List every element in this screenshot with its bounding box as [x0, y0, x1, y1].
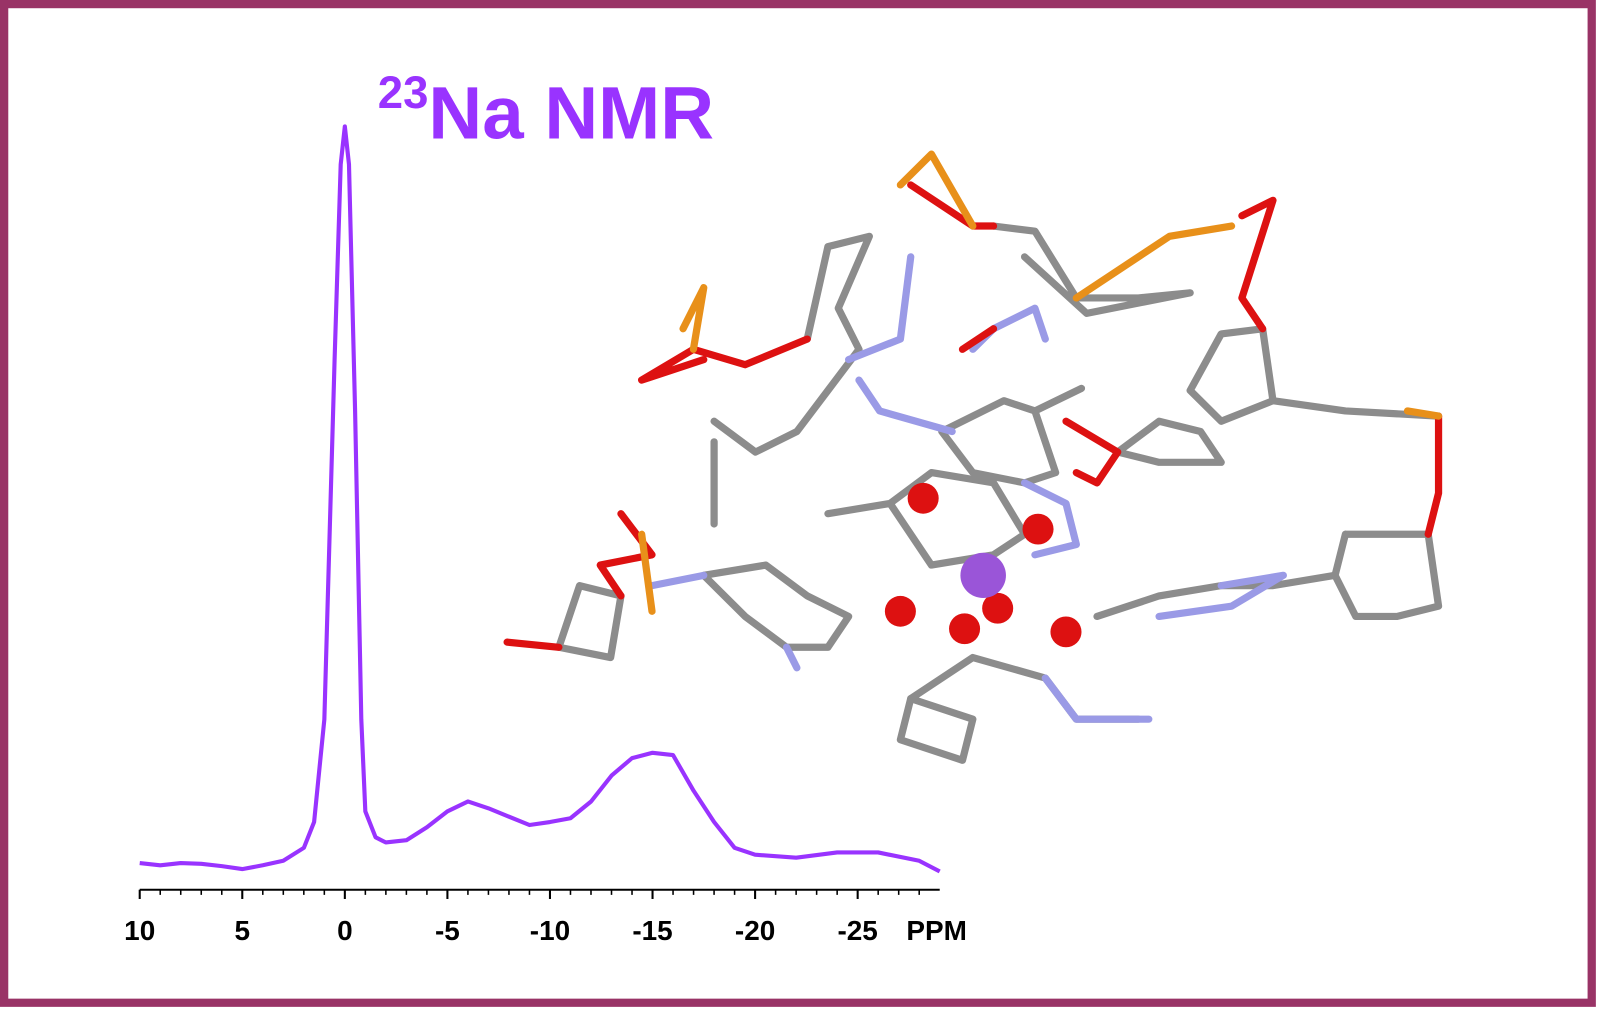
stick [824, 469, 1029, 569]
stick [710, 232, 873, 456]
oxygen-atom [1050, 616, 1082, 648]
oxygen-atom [982, 592, 1014, 624]
stick [989, 222, 1194, 317]
stick [938, 397, 1060, 487]
chart-title: 23Na NMR [378, 67, 714, 155]
stick-p [1072, 222, 1236, 302]
x-tick-label: 10 [124, 915, 155, 946]
stick-n [855, 376, 956, 436]
stick-p [896, 150, 977, 230]
stick [1114, 417, 1225, 466]
x-tick-label: -25 [837, 915, 877, 946]
oxygen-atom [949, 613, 981, 645]
stick-n [845, 253, 915, 364]
stick-n [782, 643, 801, 672]
sodium-atom [960, 552, 1006, 598]
stick [896, 695, 977, 764]
x-tick-label: 5 [235, 915, 251, 946]
oxygen-atom [1022, 513, 1054, 545]
x-tick-label: -10 [530, 915, 570, 946]
stick-n [1041, 674, 1153, 723]
stick [1186, 325, 1277, 425]
spectrum-line [139, 124, 941, 874]
stick-o [1424, 412, 1443, 538]
oxygen-atom [884, 595, 916, 627]
stick-n [1155, 571, 1287, 621]
stick-o [1238, 196, 1277, 333]
x-tick-label: -15 [632, 915, 672, 946]
x-tick-label: -5 [435, 915, 460, 946]
title-superscript: 23 [378, 67, 429, 118]
title-main: Na NMR [428, 72, 714, 155]
x-tick-label: -20 [735, 915, 775, 946]
x-axis-label: PPM [906, 915, 967, 946]
stick-o [503, 638, 563, 651]
stick-p [638, 530, 656, 615]
stick [555, 582, 625, 662]
stick-n [648, 571, 708, 590]
stick-p [1403, 407, 1443, 420]
stick [700, 561, 853, 651]
x-tick-label: 0 [337, 915, 353, 946]
stick-o [958, 325, 998, 353]
stick-n [1020, 479, 1080, 559]
stick-p [679, 284, 708, 353]
stick-o [1062, 417, 1122, 487]
oxygen-atom [907, 482, 939, 514]
stick [1031, 384, 1086, 415]
molecule [503, 150, 1443, 764]
stick-o [596, 510, 656, 600]
